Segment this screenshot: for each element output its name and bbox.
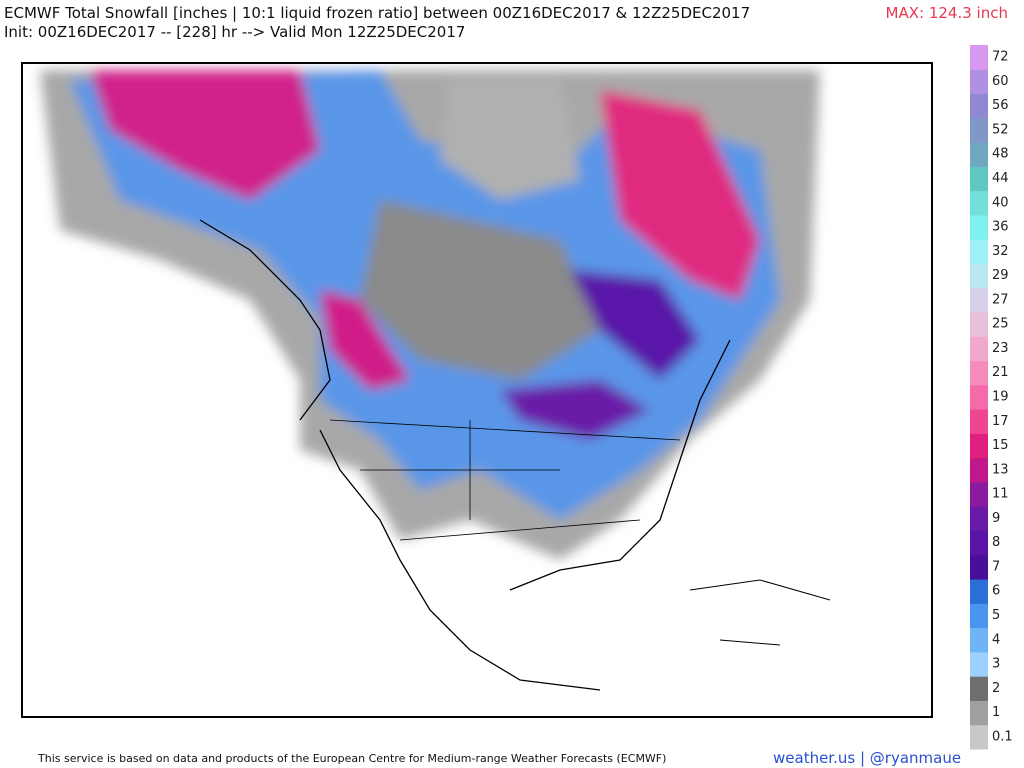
colorbar-swatch <box>970 45 988 70</box>
credit: This service is based on data and produc… <box>38 752 667 765</box>
colorbar-label: 27 <box>992 292 1009 307</box>
colorbar-label: 36 <box>992 220 1009 235</box>
colorbar-label: 48 <box>992 147 1009 162</box>
colorbar-label: 72 <box>992 50 1009 65</box>
colorbar-swatch <box>970 263 988 289</box>
colorbar-label: 21 <box>992 365 1009 380</box>
max-label: MAX: 124.3 inch <box>885 4 1008 22</box>
colorbar: 0.11234567891113151719212325272932364044… <box>970 45 1013 750</box>
snowfall-field <box>22 63 932 717</box>
colorbar-swatch <box>970 312 988 337</box>
colorbar-swatch <box>970 676 988 701</box>
colorbar-label: 44 <box>992 171 1009 186</box>
colorbar-swatch <box>970 554 988 580</box>
colorbar-swatch <box>970 530 988 556</box>
colorbar-swatch <box>970 239 988 264</box>
colorbar-label: 8 <box>992 535 1000 550</box>
colorbar-label: 32 <box>992 244 1009 259</box>
colorbar-label: 11 <box>992 487 1009 502</box>
colorbar-swatch <box>970 603 988 629</box>
snow-arctic <box>440 80 580 200</box>
snow-heavy-quebec <box>570 270 700 380</box>
colorbar-swatch <box>970 214 988 240</box>
colorbar-label: 6 <box>992 584 1000 599</box>
colorbar-swatch <box>970 433 988 459</box>
colorbar-swatch <box>970 384 988 410</box>
colorbar-label: 56 <box>992 98 1009 113</box>
snow-gray-core <box>360 200 600 380</box>
subtitle: Init: 00Z16DEC2017 -- [228] hr --> Valid… <box>4 23 466 41</box>
colorbar-swatch <box>970 336 988 362</box>
colorbar-label: 40 <box>992 195 1009 210</box>
colorbar-swatch <box>970 190 988 216</box>
title: ECMWF Total Snowfall [inches | 10:1 liqu… <box>4 4 751 22</box>
colorbar-swatch <box>970 481 988 507</box>
colorbar-swatch <box>970 287 988 313</box>
colorbar-label: 5 <box>992 608 1000 623</box>
colorbar-label: 13 <box>992 462 1009 477</box>
colorbar-label: 0.1 <box>992 729 1013 744</box>
colorbar-swatch <box>970 506 988 532</box>
colorbar-label: 3 <box>992 657 1000 672</box>
colorbar-swatch <box>970 93 988 119</box>
colorbar-swatch <box>970 724 988 750</box>
snow-heavy-lakes <box>500 380 650 440</box>
colorbar-swatch <box>970 627 988 653</box>
colorbar-label: 29 <box>992 268 1009 283</box>
colorbar-swatch <box>970 142 988 167</box>
colorbar-label: 60 <box>992 74 1009 89</box>
colorbar-label: 4 <box>992 632 1000 647</box>
colorbar-label: 25 <box>992 317 1009 332</box>
colorbar-label: 19 <box>992 390 1009 405</box>
colorbar-label: 17 <box>992 414 1009 429</box>
colorbar-swatch <box>970 457 988 483</box>
colorbar-label: 1 <box>992 705 1000 720</box>
colorbar-label: 15 <box>992 438 1009 453</box>
colorbar-swatch <box>970 409 988 434</box>
brand[interactable]: weather.us | @ryanmaue <box>773 749 962 767</box>
coastline <box>199 219 731 691</box>
colorbar-label: 7 <box>992 559 1000 574</box>
snow-heavy-alaska <box>90 70 320 200</box>
colorbar-swatch <box>970 166 988 192</box>
islands <box>689 579 831 646</box>
colorbar-swatch <box>970 700 988 726</box>
snow-heavy-labrador <box>600 90 760 300</box>
colorbar-label: 9 <box>992 511 1000 526</box>
map-frame <box>21 62 933 718</box>
colorbar-label: 2 <box>992 681 1000 696</box>
colorbar-swatch <box>970 651 988 677</box>
colorbar-swatch <box>970 117 988 143</box>
colorbar-swatch <box>970 579 988 604</box>
colorbar-label: 52 <box>992 122 1009 137</box>
colorbar-label: 23 <box>992 341 1009 356</box>
colorbar-swatch <box>970 69 988 95</box>
borders <box>329 419 681 541</box>
snow-heavy-west <box>320 290 410 390</box>
colorbar-swatch <box>970 360 988 386</box>
